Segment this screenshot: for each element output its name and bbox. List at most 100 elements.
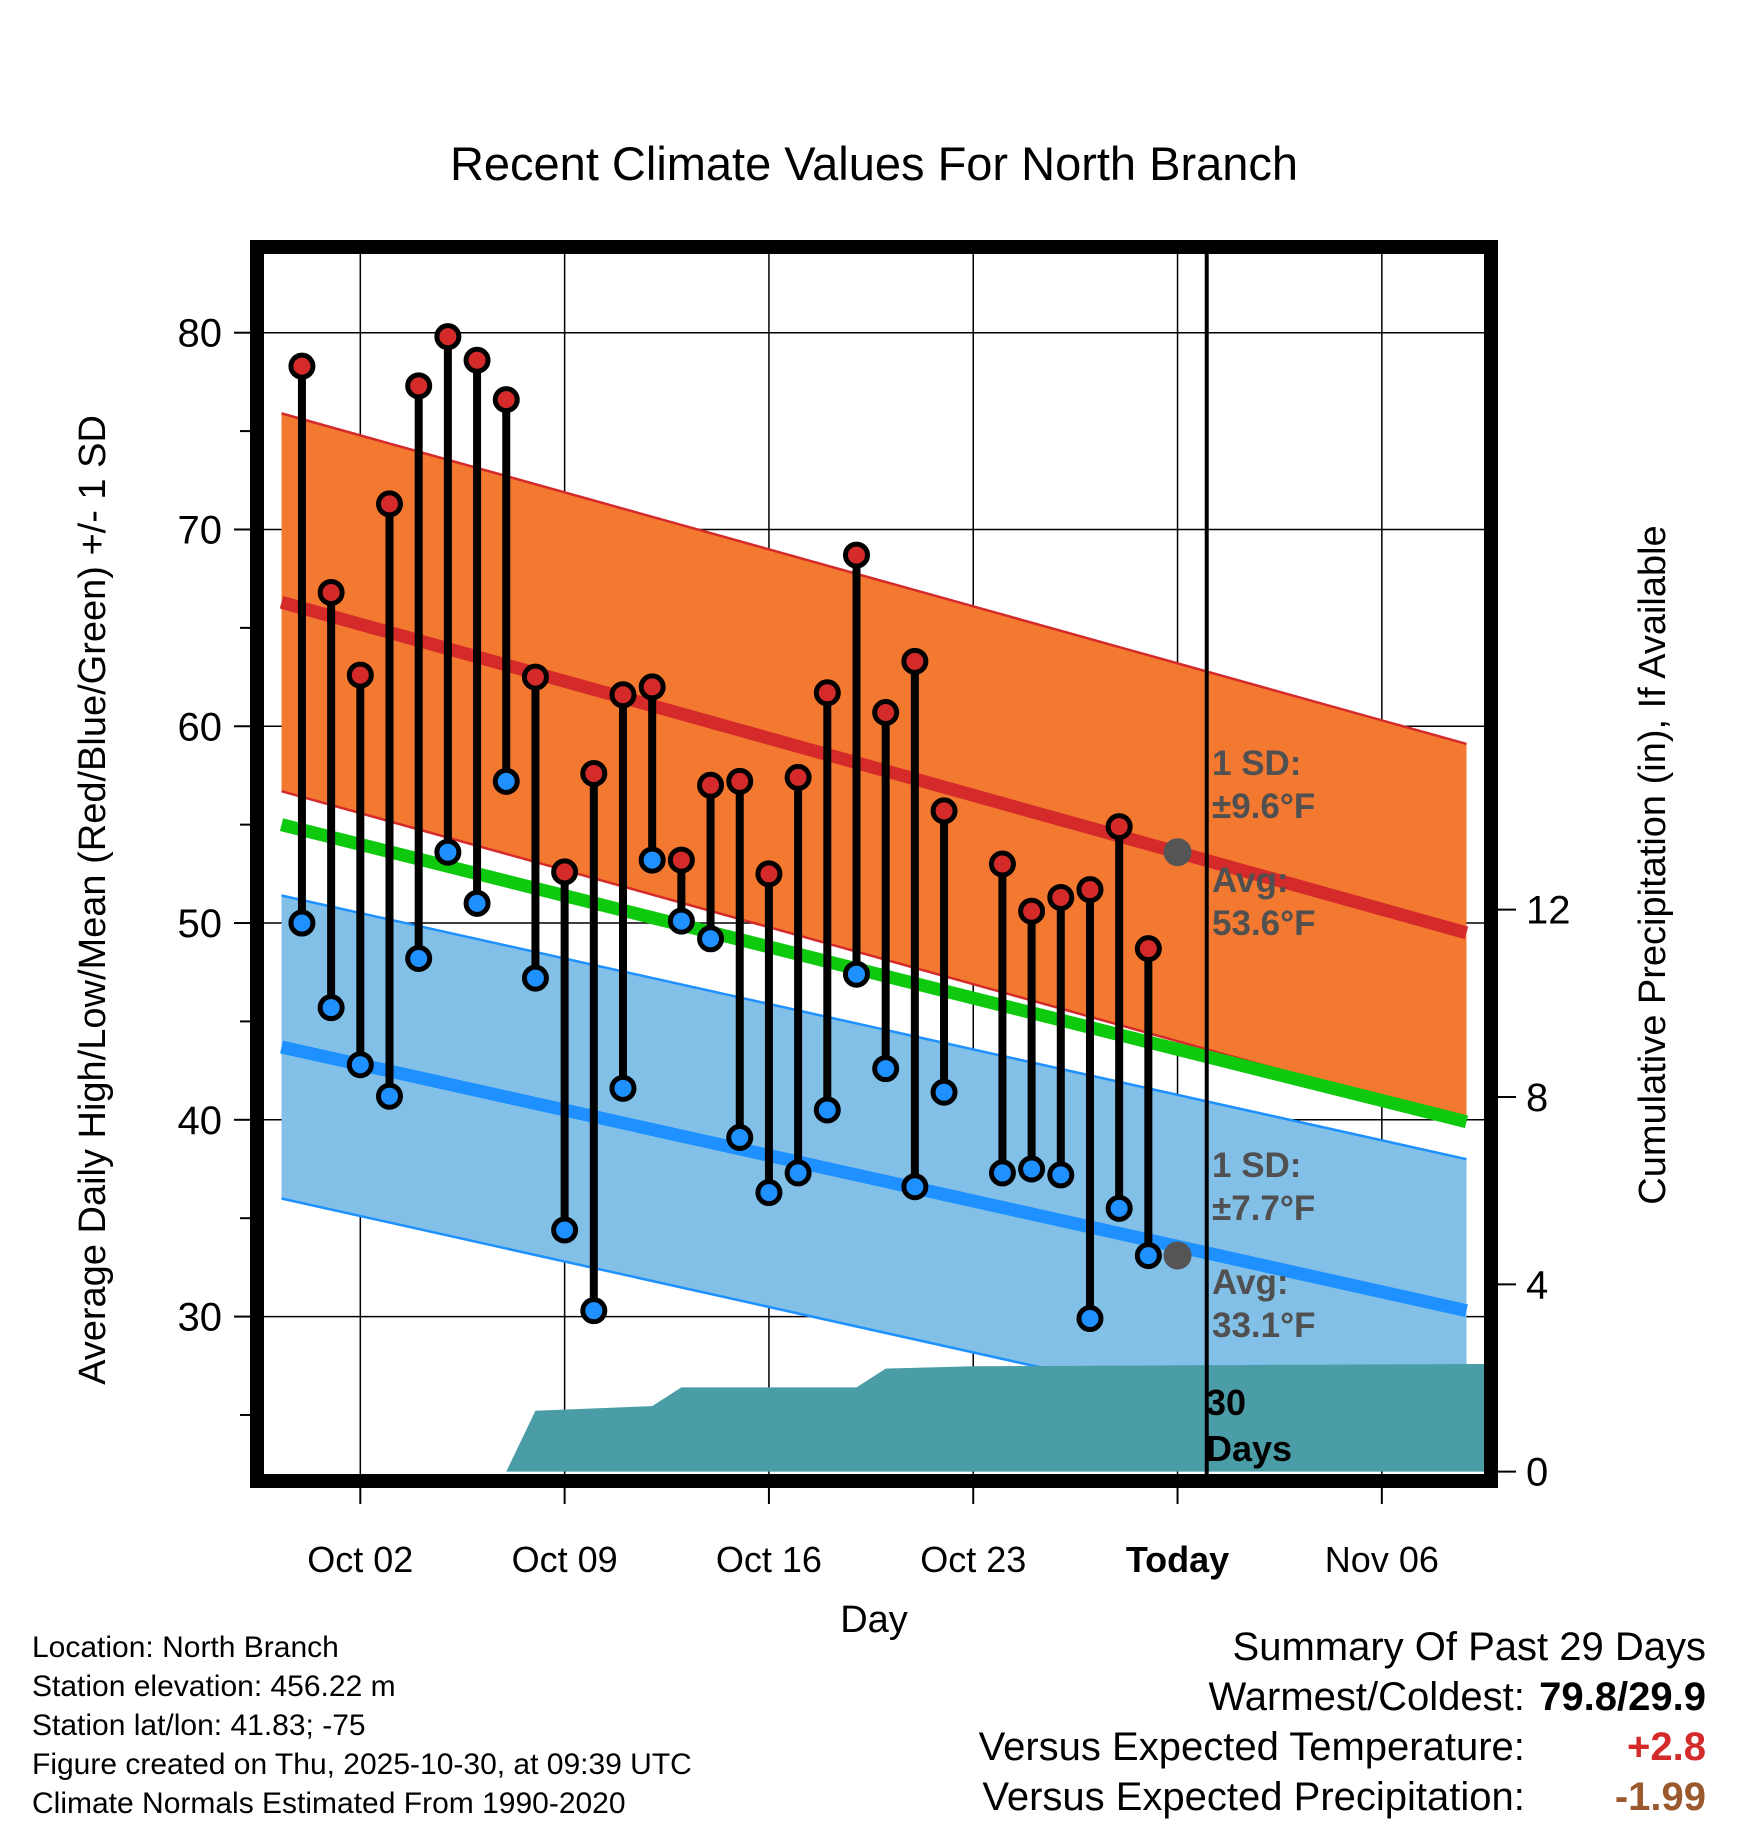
summary-title: Summary Of Past 29 Days (1232, 1625, 1706, 1669)
daily-high-point (1076, 876, 1104, 904)
y2-axis-label: Cumulative Precipitation (in), If Availa… (1632, 525, 1674, 1204)
low-sd-label: 1 SD: (1212, 1146, 1301, 1185)
daily-low-point (988, 1159, 1016, 1187)
daily-high-point (872, 698, 900, 726)
plot-border (250, 240, 1498, 1488)
precip-area (506, 1363, 1485, 1472)
x-tick-label: Today (1126, 1539, 1229, 1580)
daily-high-point (638, 673, 666, 701)
daily-high-point (434, 323, 462, 351)
daily-low-point (1105, 1194, 1133, 1222)
temp-value: +2.8 (1627, 1725, 1706, 1769)
daily-high-point (988, 850, 1016, 878)
daily-low-point (930, 1078, 958, 1106)
daily-low-point (872, 1055, 900, 1083)
daily-high-point (697, 771, 725, 799)
x-tick-label: Oct 23 (920, 1539, 1026, 1580)
warm-cold-value: 79.8/29.9 (1539, 1675, 1706, 1719)
chart-title: Recent Climate Values For North Branch (450, 137, 1298, 190)
temp-row: Versus Expected Temperature: +2.8 (979, 1722, 1706, 1772)
high-sd-value: ±9.6°F (1212, 787, 1315, 826)
daily-low-point (405, 944, 433, 972)
daily-low-point (317, 994, 345, 1022)
location-text: Location: North Branch (32, 1631, 339, 1664)
station-metadata: Location: North Branch Station elevation… (32, 1628, 692, 1823)
low-avg-value: 33.1°F (1212, 1306, 1316, 1345)
daily-high-point (755, 860, 783, 888)
daily-low-point (784, 1159, 812, 1187)
daily-low-point (1076, 1305, 1104, 1333)
y-tick-label: 70 (178, 508, 223, 552)
daily-low-point (813, 1096, 841, 1124)
daily-high-point (609, 681, 637, 709)
y-tick-label: 30 (178, 1296, 223, 1340)
high-avg-label: Avg: (1212, 861, 1288, 900)
y-tick-label: 60 (178, 705, 223, 749)
x-tick-label: Nov 06 (1325, 1539, 1439, 1580)
today-normal-marker (1163, 1241, 1192, 1270)
daily-low-point (376, 1082, 404, 1110)
daily-high-point (346, 661, 374, 689)
low-sd-value: ±7.7°F (1212, 1189, 1315, 1228)
daily-high-point (405, 372, 433, 400)
daily-high-point (842, 541, 870, 569)
precipitation-area (506, 1363, 1485, 1472)
daily-high-point (901, 647, 929, 675)
daily-high-point (492, 386, 520, 414)
today-normal-marker (1163, 838, 1192, 867)
daily-high-point (667, 846, 695, 874)
daily-low-point (492, 767, 520, 795)
low-band-upper-edge (281, 894, 1467, 1161)
daily-high-point (1134, 935, 1162, 963)
daily-range-bars (288, 323, 1192, 1333)
daily-low-point (667, 907, 695, 935)
daily-high-point (726, 767, 754, 795)
daily-low-point (288, 909, 316, 937)
daily-high-point (1018, 897, 1046, 925)
x-tick-label: Oct 02 (307, 1539, 413, 1580)
daily-high-point (813, 679, 841, 707)
daily-low-point (580, 1297, 608, 1325)
y-axis-label: Average Daily High/Low/Mean (Red/Blue/Gr… (72, 415, 114, 1385)
daily-low-point (1134, 1242, 1162, 1270)
daily-high-point (463, 346, 491, 374)
normals-text: Climate Normals Estimated From 1990-2020 (32, 1787, 626, 1820)
daily-low-point (1047, 1161, 1075, 1189)
daily-high-point (551, 858, 579, 886)
warm-cold-row: Warmest/Coldest: 79.8/29.9 (979, 1672, 1707, 1722)
y-tick-label: 40 (178, 1099, 223, 1143)
annotations: 1 SD: ±9.6°F Avg: 53.6°F 1 SD: ±7.7°F Av… (1206, 744, 1316, 1469)
daily-low-point (521, 964, 549, 992)
daily-low-point (1018, 1155, 1046, 1183)
daily-high-point (1105, 813, 1133, 841)
days-label-line2: Days (1206, 1428, 1292, 1469)
daily-low-point (697, 925, 725, 953)
y-tick-label: 80 (178, 312, 223, 356)
plot-frame (250, 240, 1498, 1488)
daily-low-point (346, 1051, 374, 1079)
warm-cold-label: Warmest/Coldest: (1208, 1675, 1525, 1719)
daily-low-point (901, 1173, 929, 1201)
axes: 30 40 50 60 70 80 0 4 8 12 Oct 02 Oct 09 Oct 16 Oct 2… (178, 312, 1571, 1580)
daily-low-point (551, 1216, 579, 1244)
daily-high-point (288, 352, 316, 380)
daily-high-point (580, 759, 608, 787)
daily-high-point (317, 578, 345, 606)
normal-low-line (280, 1040, 1468, 1318)
daily-low-point (434, 838, 462, 866)
daily-high-point (784, 763, 812, 791)
precip-label: Versus Expected Precipitation: (982, 1775, 1525, 1819)
x-tick-label: Oct 16 (716, 1539, 822, 1580)
x-tick-label: Oct 09 (512, 1539, 618, 1580)
daily-high-point (930, 797, 958, 825)
elevation-text: Station elevation: 456.22 m (32, 1670, 396, 1703)
daily-low-point (463, 889, 491, 917)
high-sd-label: 1 SD: (1212, 744, 1301, 783)
daily-high-point (376, 490, 404, 518)
high-avg-value: 53.6°F (1212, 904, 1316, 943)
created-text: Figure created on Thu, 2025-10-30, at 09… (32, 1748, 692, 1781)
precip-value: -1.99 (1614, 1775, 1706, 1819)
summary-panel: Summary Of Past 29 Days Warmest/Coldest:… (979, 1622, 1706, 1822)
x-axis-label: Day (840, 1599, 908, 1641)
